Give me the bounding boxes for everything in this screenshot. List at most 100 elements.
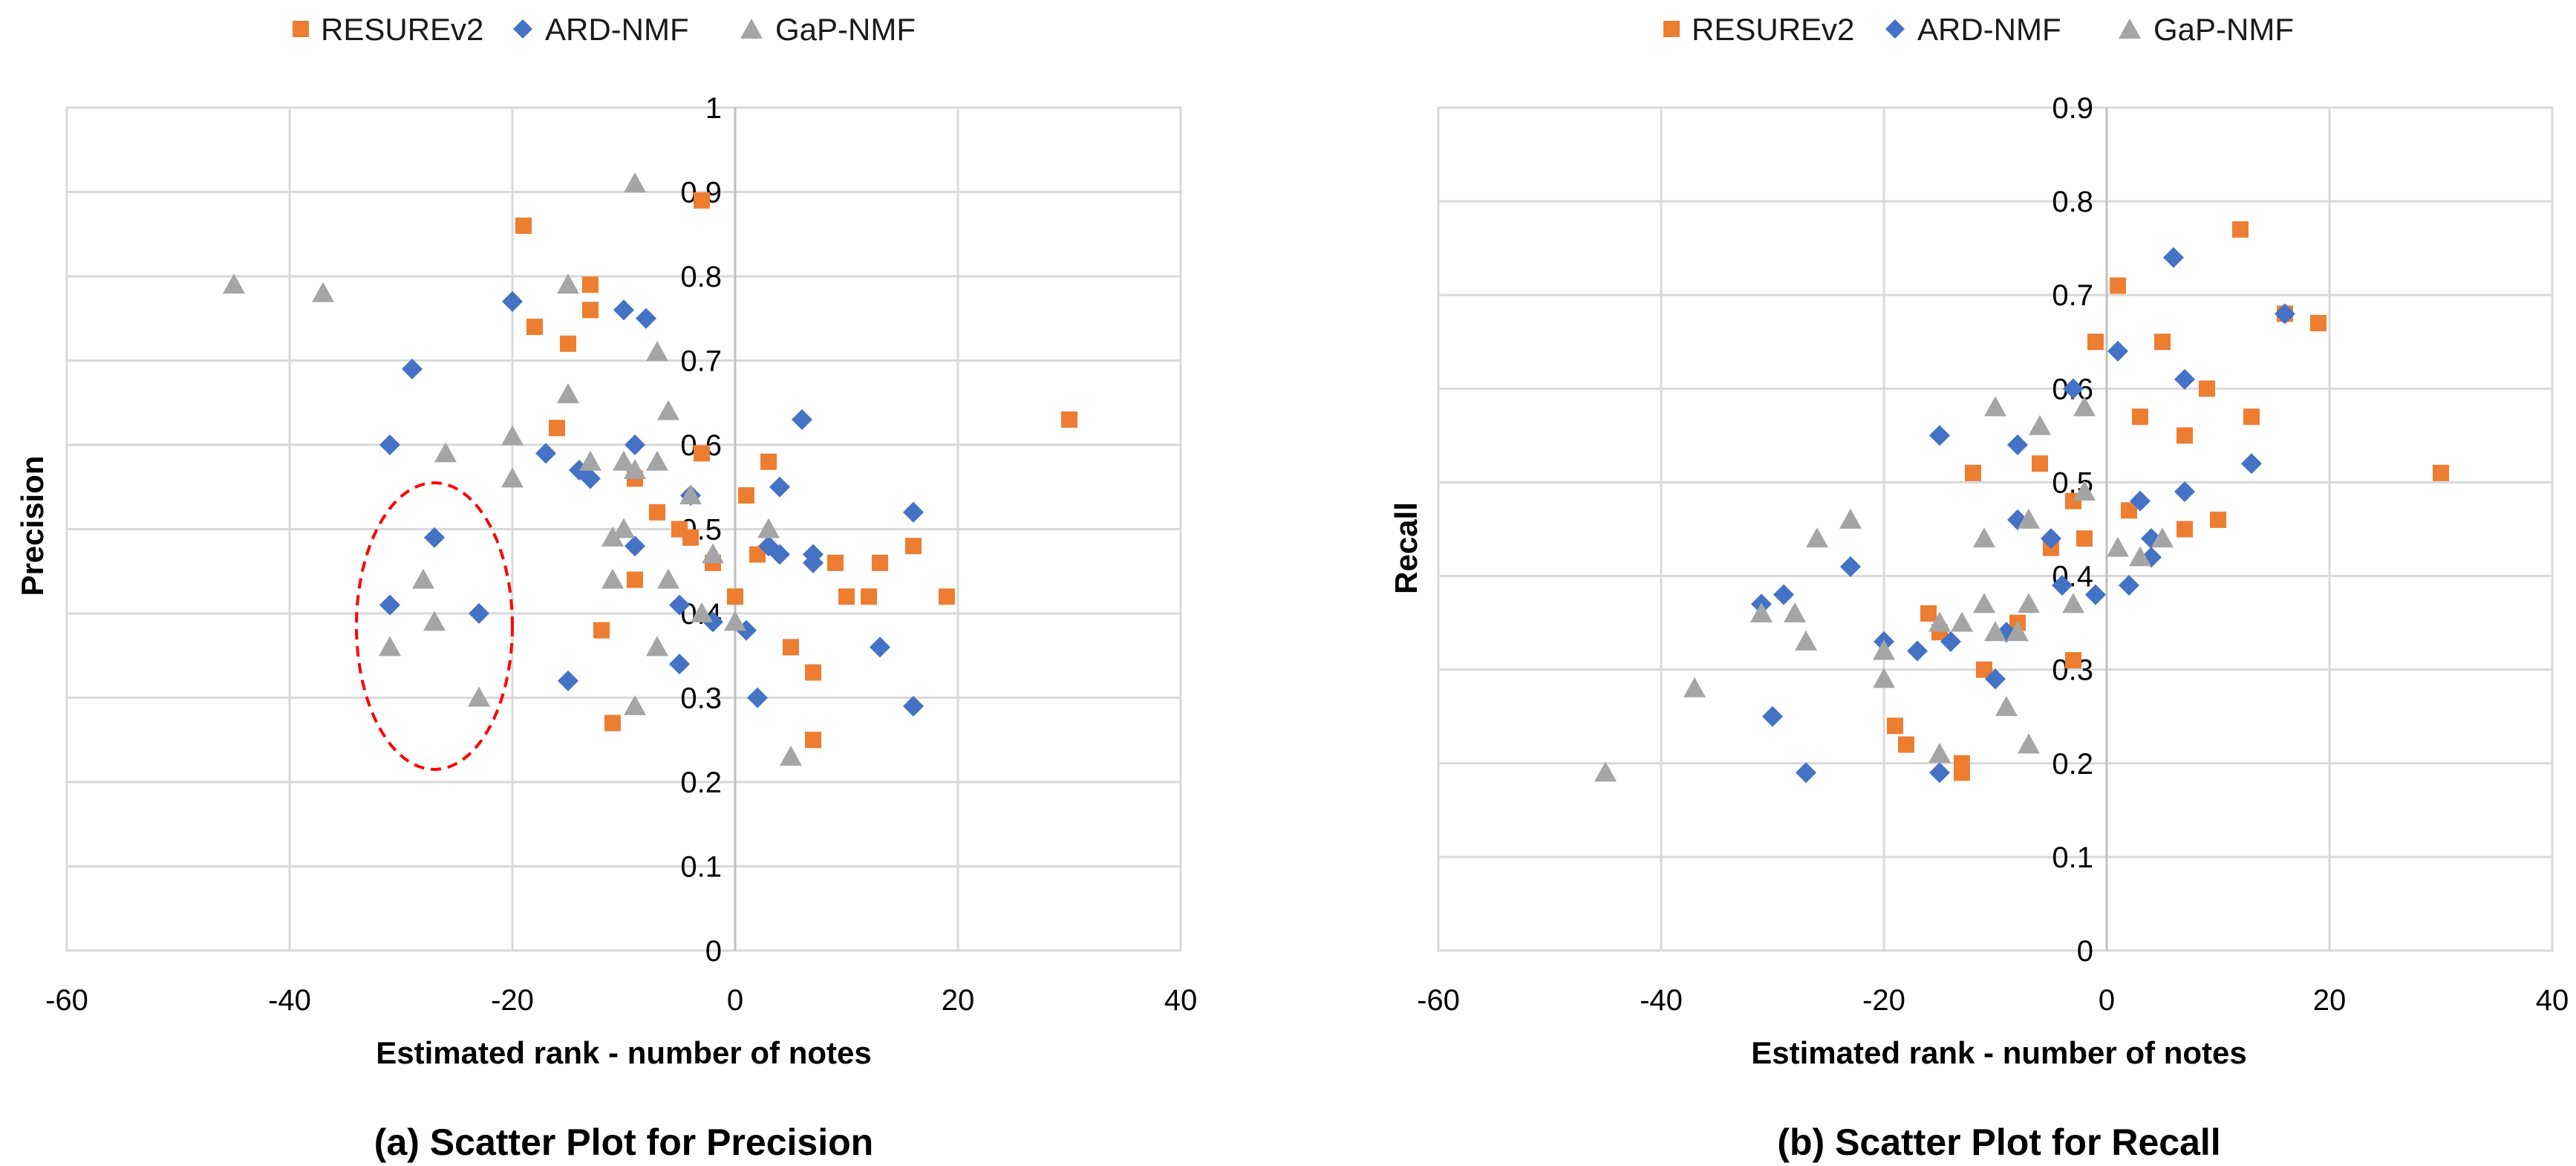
legend-recall: RESUREv2 ARD-NMF GaP-NMF xyxy=(1663,12,2294,47)
point-ard-nmf xyxy=(636,307,656,329)
y-tick-label: 0.1 xyxy=(2052,841,2093,874)
point-gap-nmf xyxy=(423,610,446,631)
point-resurev2 xyxy=(549,420,565,437)
point-gap-nmf xyxy=(501,425,524,446)
point-gap-nmf xyxy=(2018,508,2040,529)
point-resurev2 xyxy=(627,571,643,588)
point-resurev2 xyxy=(2176,521,2193,538)
point-gap-nmf xyxy=(1839,508,1862,529)
point-resurev2 xyxy=(1965,464,1981,481)
y-tick-label: 0.9 xyxy=(2052,92,2093,125)
x-axis-title-precision: Estimated rank - number of notes xyxy=(376,1035,871,1070)
point-resurev2 xyxy=(515,217,532,234)
x-tick-label: 40 xyxy=(2536,984,2569,1017)
point-ard-nmf xyxy=(625,535,645,557)
x-tick-label: 40 xyxy=(1164,984,1198,1017)
point-gap-nmf xyxy=(2107,536,2129,557)
y-tick-label: 0.7 xyxy=(680,345,722,378)
point-resurev2 xyxy=(694,445,710,462)
point-gap-nmf xyxy=(434,442,457,463)
point-ard-nmf xyxy=(803,544,824,565)
x-axis-title-recall: Estimated rank - number of notes xyxy=(1751,1035,2246,1070)
legend-marker-ard-nmf xyxy=(513,19,532,39)
point-ard-nmf xyxy=(747,687,768,709)
point-gap-nmf xyxy=(2073,396,2096,417)
point-ard-nmf xyxy=(379,594,400,616)
point-resurev2 xyxy=(2032,455,2048,472)
y-tick-label: 0.8 xyxy=(680,261,722,293)
point-resurev2 xyxy=(694,192,710,209)
chart-panel-recall: RESUREv2 ARD-NMF GaP-NMF -60 -40 -20 0 20 40 0… xyxy=(1389,12,2569,1163)
point-resurev2 xyxy=(2232,221,2249,238)
point-gap-nmf xyxy=(557,273,579,294)
legend-precision: RESUREv2 ARD-NMF GaP-NMF xyxy=(293,12,916,47)
point-ard-nmf xyxy=(379,434,400,455)
point-resurev2 xyxy=(2121,502,2137,519)
y-axis-title-recall: Recall xyxy=(1389,502,1424,594)
point-gap-nmf xyxy=(601,526,624,547)
point-resurev2 xyxy=(1887,717,1903,735)
point-ard-nmf xyxy=(1929,425,1950,446)
point-ard-nmf xyxy=(502,291,523,313)
point-gap-nmf xyxy=(1984,396,2006,417)
point-resurev2 xyxy=(604,714,621,732)
legend-marker-resurev2 xyxy=(293,21,309,37)
point-gap-nmf xyxy=(1795,630,1817,651)
point-gap-nmf xyxy=(312,281,334,302)
point-gap-nmf xyxy=(601,568,624,589)
gridlines-recall xyxy=(1437,106,2554,952)
point-resurev2 xyxy=(727,588,743,605)
x-tick-label: -40 xyxy=(268,984,311,1017)
point-ard-nmf xyxy=(2275,303,2295,325)
point-ard-nmf xyxy=(792,408,812,430)
point-gap-nmf xyxy=(1683,677,1706,697)
point-resurev2 xyxy=(2210,511,2226,528)
point-gap-nmf xyxy=(1973,527,1995,548)
point-ard-nmf xyxy=(903,695,924,717)
point-gap-nmf xyxy=(1594,761,1617,782)
point-resurev2 xyxy=(2132,408,2148,426)
point-ard-nmf xyxy=(402,358,423,380)
legend-label-resurev2: RESUREv2 xyxy=(1692,12,1854,47)
point-resurev2 xyxy=(838,588,855,605)
point-ard-nmf xyxy=(1940,631,1961,652)
point-gap-nmf xyxy=(613,450,635,471)
point-resurev2 xyxy=(1920,605,1937,622)
point-gap-nmf xyxy=(1873,639,1895,660)
point-gap-nmf xyxy=(2018,733,2040,754)
x-tick-label: -40 xyxy=(1640,984,1683,1017)
x-tick-label: -60 xyxy=(1417,984,1460,1017)
point-ard-nmf xyxy=(669,654,690,675)
point-resurev2 xyxy=(560,335,576,352)
point-resurev2 xyxy=(582,276,599,293)
point-gap-nmf xyxy=(223,273,245,294)
point-gap-nmf xyxy=(1995,696,2018,717)
point-gap-nmf xyxy=(2151,527,2174,548)
point-gap-nmf xyxy=(757,518,780,538)
point-resurev2 xyxy=(2310,315,2326,332)
point-gap-nmf xyxy=(646,341,668,362)
point-resurev2 xyxy=(783,639,799,656)
ticks-precision: -60-40-200204000.10.20.30.40.50.60.70.80… xyxy=(45,92,1197,1017)
point-gap-nmf xyxy=(646,450,668,471)
point-gap-nmf xyxy=(557,382,579,403)
y-tick-label: 0.8 xyxy=(2052,186,2093,218)
point-ard-nmf xyxy=(1907,640,1928,662)
point-ard-nmf xyxy=(2063,378,2084,400)
point-ard-nmf xyxy=(580,468,601,489)
point-resurev2 xyxy=(2176,427,2193,444)
point-resurev2 xyxy=(2154,333,2171,351)
highlight-ellipse xyxy=(355,481,514,771)
point-ard-nmf xyxy=(2163,247,2184,268)
ticks-recall: -60-40-200204000.10.20.30.40.50.60.70.80… xyxy=(1417,92,2569,1017)
point-resurev2 xyxy=(1061,411,1077,428)
y-tick-label: 0.2 xyxy=(680,766,722,799)
y-tick-label: 0 xyxy=(2077,935,2093,968)
y-tick-label: 0.3 xyxy=(680,683,722,715)
point-gap-nmf xyxy=(2018,593,2040,613)
y-tick-label: 1 xyxy=(705,92,722,125)
point-resurev2 xyxy=(1976,661,1992,678)
point-gap-nmf xyxy=(1750,602,1773,622)
legend-label-ard-nmf: ARD-NMF xyxy=(1917,12,2061,47)
